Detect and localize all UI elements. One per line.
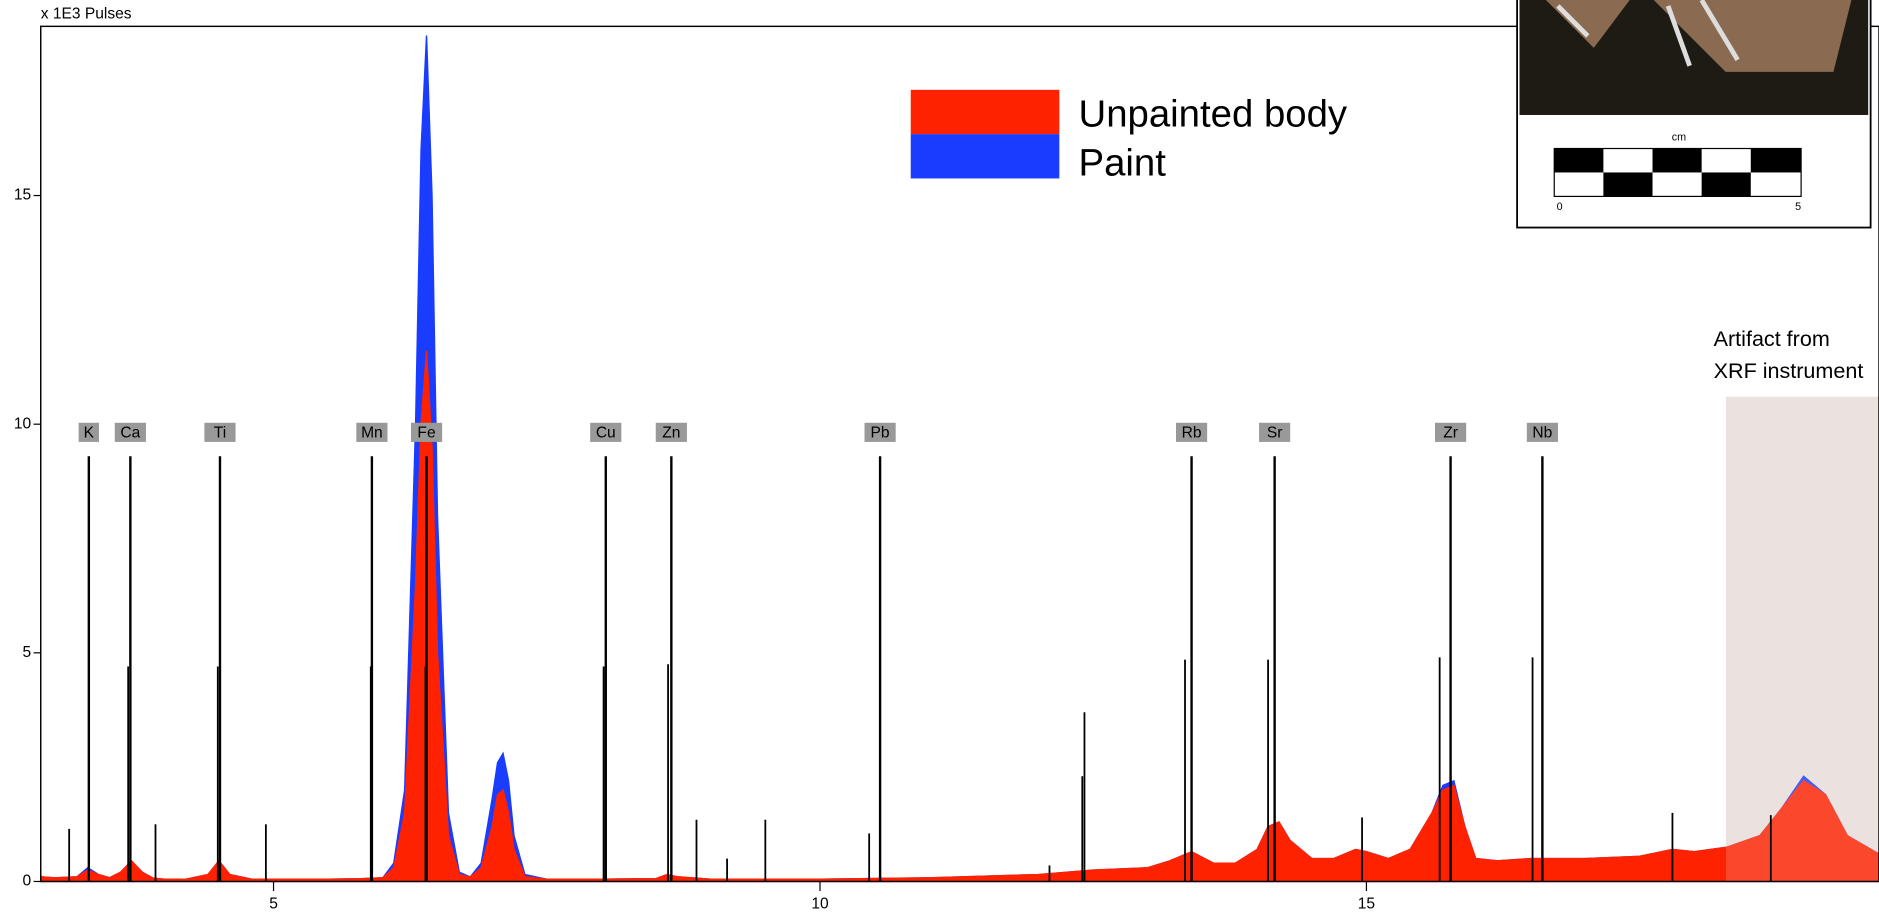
y-tick-label: 5 xyxy=(22,644,31,661)
y-tick-label: 15 xyxy=(14,187,31,204)
y-tick-label: 10 xyxy=(14,415,32,432)
scale-block xyxy=(1554,148,1604,173)
element-label: Zn xyxy=(662,425,680,442)
element-label: K xyxy=(84,425,95,442)
legend-label: Unpainted body xyxy=(1079,92,1348,135)
element-label: Fe xyxy=(417,425,435,442)
element-label: Mn xyxy=(361,425,383,442)
scale-block xyxy=(1701,172,1751,197)
legend-label: Paint xyxy=(1079,141,1167,184)
element-label-box xyxy=(864,422,896,442)
element-label-box xyxy=(204,422,236,442)
legend-swatch xyxy=(910,134,1060,179)
annotation: Artifact from xyxy=(1714,326,1830,351)
element-label: Nb xyxy=(1532,425,1552,442)
x-tick-label: 10 xyxy=(811,895,829,912)
scale-unit: cm xyxy=(1672,132,1686,144)
x-tick-label: 15 xyxy=(1358,895,1375,912)
scale-block xyxy=(1652,148,1702,173)
scale-block xyxy=(1750,148,1802,173)
element-label-box xyxy=(590,422,622,442)
annotation: XRF instrument xyxy=(1714,358,1864,383)
inset-photo: cm 0 5 xyxy=(1516,0,1872,229)
scale-label: 5 xyxy=(1795,201,1801,213)
scale-block xyxy=(1603,172,1653,197)
y-axis-label: x 1E3 Pulses xyxy=(41,5,132,22)
plot-frame xyxy=(40,25,1879,883)
element-label-box xyxy=(655,422,687,442)
y-tick-label: 0 xyxy=(22,873,31,890)
element-label: Rb xyxy=(1182,425,1202,442)
legend-swatch xyxy=(910,89,1060,135)
element-label: Sr xyxy=(1267,425,1283,442)
element-label-box xyxy=(1259,422,1291,442)
element-label: Zr xyxy=(1443,425,1458,442)
element-label: Pb xyxy=(871,425,890,442)
sherd-pattern xyxy=(1556,0,1740,67)
element-label-box xyxy=(114,422,146,442)
sherd xyxy=(1545,0,1852,72)
element-label: Ti xyxy=(214,425,226,442)
element-label-box xyxy=(356,422,388,442)
element-label-box xyxy=(1175,422,1208,442)
artifact-overlay xyxy=(1725,396,1879,882)
element-label-box xyxy=(1435,422,1467,442)
spectrum-area xyxy=(40,350,1879,883)
element-label: Cu xyxy=(596,425,616,442)
element-label-box xyxy=(1526,422,1558,442)
element-label-box xyxy=(410,422,443,442)
element-label: Ca xyxy=(120,425,140,442)
element-label-box xyxy=(78,422,100,442)
x-tick-label: 5 xyxy=(269,895,278,912)
scale-label: 0 xyxy=(1557,201,1563,213)
